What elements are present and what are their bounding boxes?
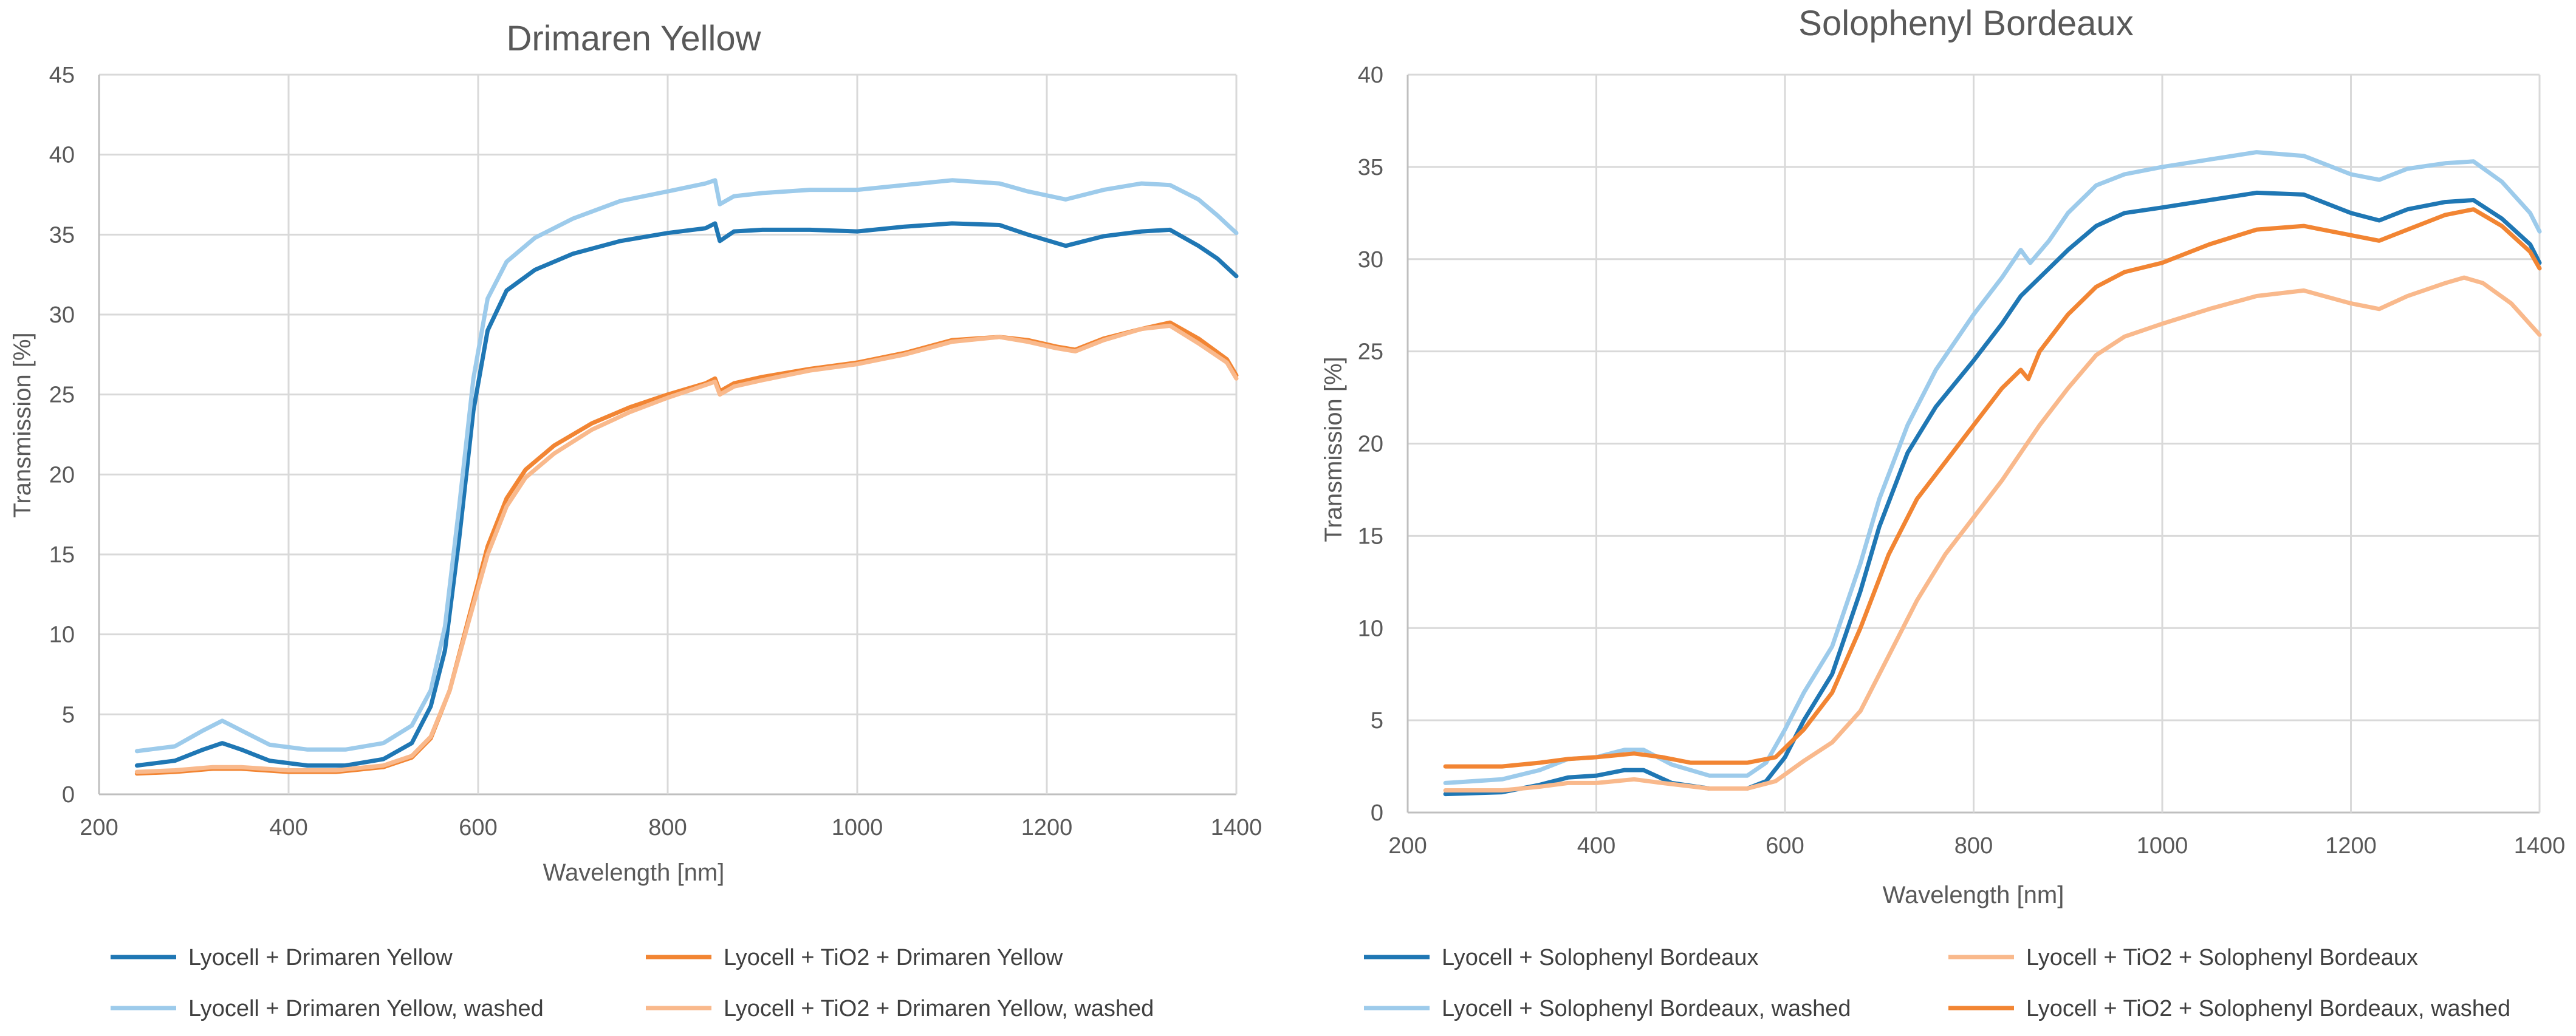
- x-tick-label: 400: [269, 815, 307, 840]
- legend-item: Lyocell + Solophenyl Bordeaux: [1364, 945, 1758, 970]
- x-tick-label: 800: [1954, 833, 1993, 859]
- tick-labels: 0 5 10 15 20 25 30 35 40 200 400 600 800 1000 1200 1400: [1358, 63, 2566, 859]
- y-tick-label: 0: [62, 782, 75, 808]
- series-lines: [134, 178, 1239, 776]
- x-tick-label: 200: [1388, 833, 1427, 859]
- chart-drimaren-yellow: Drimaren Yellow 0 5 10 15 20 25 30 35 40 45 200 400…: [9, 19, 1262, 1021]
- gridlines: [1406, 73, 2541, 814]
- y-tick-label: 25: [1358, 339, 1383, 365]
- x-tick-label: 400: [1577, 833, 1615, 859]
- y-tick-label: 45: [49, 63, 75, 88]
- y-tick-label: 35: [49, 222, 75, 248]
- x-tick-label: 1400: [1211, 815, 1262, 840]
- y-tick-label: 5: [1371, 708, 1383, 734]
- y-tick-label: 10: [49, 622, 75, 648]
- y-tick-label: 40: [1358, 63, 1383, 88]
- legend-item: Lyocell + Drimaren Yellow, washed: [111, 996, 544, 1021]
- y-tick-label: 40: [49, 143, 75, 168]
- x-axis-title: Wavelength [nm]: [1883, 882, 2064, 908]
- y-tick-label: 15: [1358, 523, 1383, 549]
- legend-label: Lyocell + Solophenyl Bordeaux, washed: [1442, 996, 1851, 1021]
- series-line-2: [1443, 150, 2542, 785]
- y-tick-label: 30: [49, 302, 75, 328]
- x-tick-label: 1000: [832, 815, 883, 840]
- y-tick-label: 20: [49, 462, 75, 488]
- y-tick-label: 0: [1371, 800, 1383, 826]
- y-tick-label: 25: [49, 383, 75, 408]
- series-line-0: [134, 221, 1239, 768]
- series-line-2: [134, 178, 1239, 754]
- y-tick-label: 5: [62, 702, 75, 728]
- y-tick-label: 10: [1358, 616, 1383, 641]
- legend-label: Lyocell + Drimaren Yellow: [188, 945, 453, 970]
- y-tick-label: 20: [1358, 432, 1383, 457]
- legend-item: Lyocell + TiO2 + Drimaren Yellow, washed: [646, 996, 1154, 1021]
- legend-label: Lyocell + TiO2 + Solophenyl Bordeaux, wa…: [2026, 996, 2510, 1021]
- y-tick-label: 15: [49, 542, 75, 568]
- y-axis-title: Transmission [%]: [9, 332, 36, 517]
- chart-title: Drimaren Yellow: [506, 19, 761, 58]
- legend: Lyocell + Drimaren Yellow Lyocell + TiO2 …: [111, 945, 1154, 1021]
- series-lines: [1443, 150, 2542, 797]
- y-tick-label: 30: [1358, 247, 1383, 273]
- x-tick-label: 1400: [2514, 833, 2566, 859]
- series-line-3: [1443, 207, 2542, 769]
- legend-label: Lyocell + TiO2 + Drimaren Yellow, washed: [724, 996, 1154, 1021]
- x-tick-label: 1200: [1021, 815, 1073, 840]
- x-tick-label: 800: [648, 815, 687, 840]
- x-tick-label: 1000: [2137, 833, 2188, 859]
- tick-labels: 0 5 10 15 20 25 30 35 40 45 200 400 600 800 1000 1200 14…: [49, 63, 1262, 840]
- legend-item: Lyocell + TiO2 + Solophenyl Bordeaux: [1948, 945, 2418, 970]
- x-tick-label: 600: [1766, 833, 1804, 859]
- y-axis-title: Transmission [%]: [1320, 356, 1347, 542]
- x-tick-label: 200: [80, 815, 118, 840]
- series-line-3: [134, 323, 1239, 774]
- x-tick-label: 600: [459, 815, 497, 840]
- legend-item: Lyocell + Solophenyl Bordeaux, washed: [1364, 996, 1851, 1021]
- y-tick-label: 35: [1358, 155, 1383, 180]
- legend-label: Lyocell + TiO2 + Solophenyl Bordeaux: [2026, 945, 2418, 970]
- series-line-0: [1443, 190, 2542, 797]
- x-axis-title: Wavelength [nm]: [543, 859, 725, 886]
- legend-item: Lyocell + TiO2 + Solophenyl Bordeaux, wa…: [1948, 996, 2510, 1021]
- series-line-1: [1443, 275, 2542, 792]
- legend-item: Lyocell + TiO2 + Drimaren Yellow: [646, 945, 1063, 970]
- x-tick-label: 1200: [2325, 833, 2377, 859]
- legend-label: Lyocell + TiO2 + Drimaren Yellow: [724, 945, 1063, 970]
- chart-solophenyl-bordeaux: Solophenyl Bordeaux 0 5 10 15 20 25 30 35 40 200 4…: [1320, 4, 2565, 1021]
- legend-label: Lyocell + Solophenyl Bordeaux: [1442, 945, 1758, 970]
- legend-item: Lyocell + Drimaren Yellow: [111, 945, 453, 970]
- legend: Lyocell + Solophenyl Bordeaux Lyocell + T…: [1364, 945, 2510, 1021]
- chart-title: Solophenyl Bordeaux: [1798, 4, 2133, 43]
- legend-label: Lyocell + Drimaren Yellow, washed: [188, 996, 544, 1021]
